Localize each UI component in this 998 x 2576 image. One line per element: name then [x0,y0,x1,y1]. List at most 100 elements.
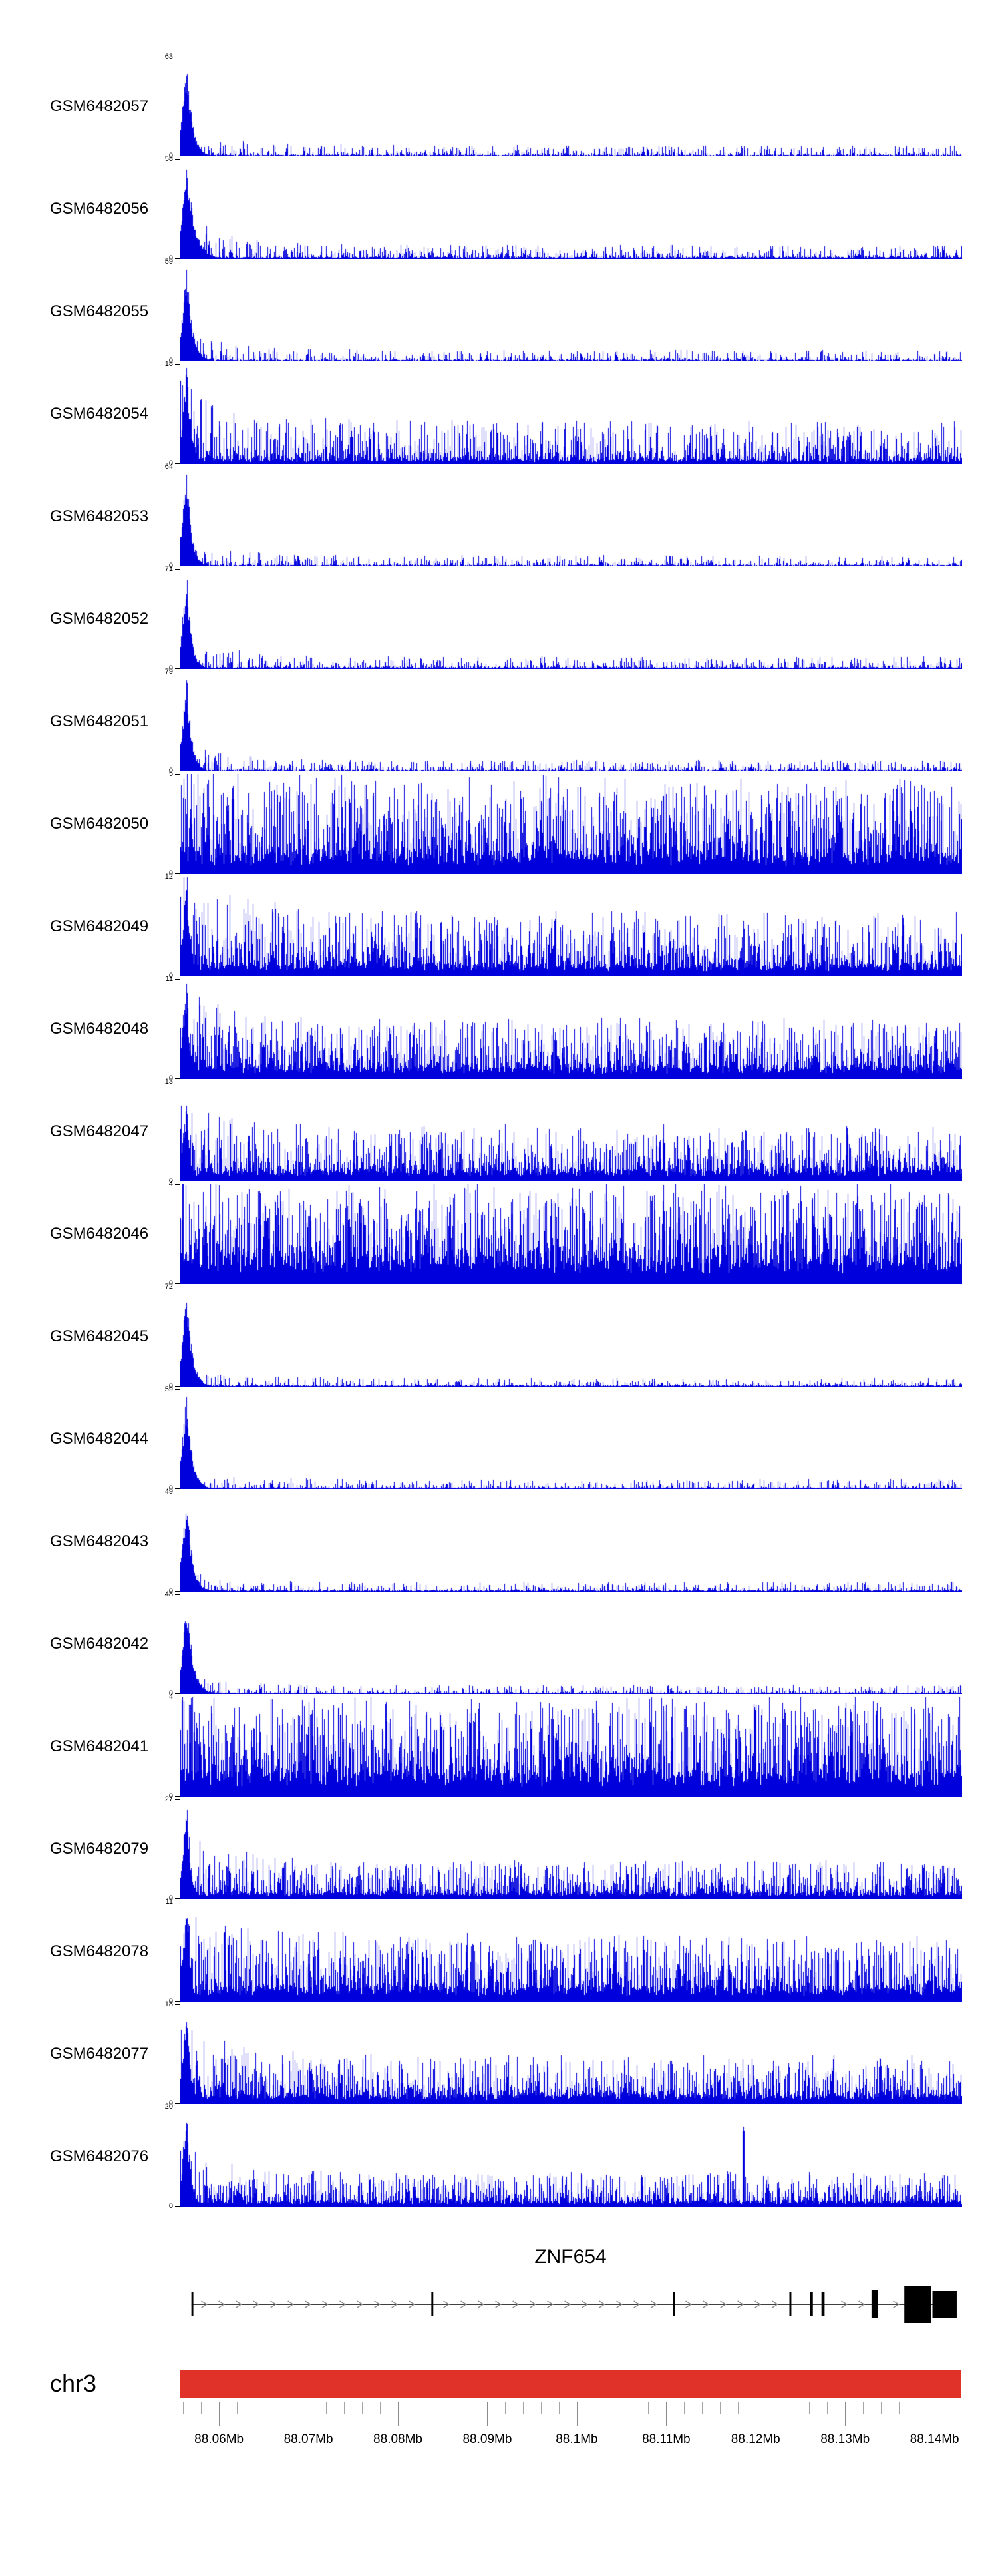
track-label: GSM6482047 [50,1122,149,1140]
y-axis-max-label: 27 [164,1795,173,1803]
y-axis-max-label: 64 [164,463,173,471]
coverage-histogram [180,2004,962,2104]
coverage-histogram [180,1082,962,1181]
y-axis-zero-label: 0 [168,1792,173,1800]
strand-arrow-icon [599,2300,605,2308]
strand-arrow-icon [703,2300,709,2308]
y-axis-max-label: 58 [164,155,173,163]
strand-arrow-icon [512,2300,519,2308]
y-axis-zero-label: 0 [168,459,173,467]
strand-arrow-icon [253,2300,259,2308]
data-track: GSM6482042 48 0 [0,1591,998,1697]
y-axis-max-label: 5 [168,770,173,778]
coverage-histogram [180,1492,962,1592]
track-plot: 18 0 [165,361,962,467]
y-axis-top-tick [175,1184,180,1185]
coverage-histogram [180,1799,962,1899]
ideogram-bar [180,2370,961,2398]
axis-tick-label: 88.07Mb [283,2432,333,2446]
genome-axis: 88.06Mb 88.07Mb 88.08Mb 88.09Mb 88.1Mb 88.11M… [180,2398,961,2484]
y-axis-max-label: 18 [164,2000,173,2008]
axis-minor-tick [737,2402,739,2414]
strand-arrow-icon [305,2300,311,2308]
data-track: GSM6482055 59 0 [0,258,998,365]
track-label: GSM6482042 [50,1635,149,1653]
strand-arrow-icon [616,2300,623,2308]
strand-arrow-icon [530,2300,536,2308]
track-label: GSM6482046 [50,1225,149,1243]
axis-major-tick [487,2402,488,2426]
coverage-histogram [180,1594,962,1694]
data-track: GSM6482044 59 0 [0,1386,998,1492]
axis-tick-label: 88.11Mb [642,2432,691,2446]
axis-major-tick [666,2402,667,2426]
y-axis-max-label: 63 [164,53,173,61]
y-axis-max-label: 13 [164,1078,173,1086]
exon-box [871,2290,878,2318]
axis-minor-tick [881,2402,882,2414]
axis-minor-tick [362,2402,363,2414]
axis-minor-tick [344,2402,345,2414]
track-label: GSM6482077 [50,2045,149,2063]
y-axis-zero-label: 0 [168,1382,173,1390]
y-axis-zero-label: 0 [168,1894,173,1902]
chromosome-label: chr3 [50,2370,97,2397]
strand-arrow-icon [495,2300,502,2308]
axis-tick-label: 88.14Mb [910,2432,959,2446]
y-axis-max-label: 4 [168,1693,173,1701]
coverage-histogram [180,569,962,669]
data-track: GSM6482046 4 0 [0,1181,998,1287]
y-axis-zero-tick [175,1386,180,1387]
y-axis-top-tick [175,364,180,365]
y-axis-zero-label: 0 [168,767,173,775]
strand-arrow-icon [841,2300,848,2308]
data-track: GSM6482054 18 0 [0,361,998,467]
data-track: GSM6482057 63 0 [0,53,998,160]
track-label: GSM6482044 [50,1430,149,1448]
data-track: GSM6482077 18 0 [0,2001,998,2107]
coverage-histogram [180,979,962,1079]
axis-minor-tick [827,2402,828,2414]
data-track: GSM6482049 12 0 [0,873,998,980]
data-track: GSM6482051 79 0 [0,668,998,775]
y-axis-zero-label: 0 [168,357,173,365]
coverage-histogram [180,1902,962,2002]
y-axis-top-tick [175,2004,180,2005]
y-axis-max-label: 20 [164,2103,173,2111]
axis-minor-tick [720,2402,721,2414]
strand-arrow-icon [374,2300,381,2308]
strand-arrow-icon [772,2300,778,2308]
coverage-histogram [180,1184,962,1284]
exon-box [821,2292,825,2316]
axis-tick-label: 88.06Mb [194,2432,244,2446]
coverage-histogram [180,1697,962,1797]
y-axis-zero-label: 0 [168,1997,173,2005]
y-axis-zero-label: 0 [168,1484,173,1492]
axis-major-tick [398,2402,399,2426]
strand-arrow-icon [564,2300,571,2308]
axis-minor-tick [863,2402,864,2414]
y-axis-top-tick [175,159,180,160]
track-plot: 59 0 [165,258,962,365]
strand-arrow-icon [685,2300,692,2308]
y-axis-zero-tick [175,1283,180,1284]
y-axis-zero-tick [175,2103,180,2104]
y-axis-zero-tick [175,1796,180,1797]
y-axis-zero-label: 0 [168,254,173,262]
y-axis-max-label: 18 [164,360,173,368]
track-label: GSM6482049 [50,917,149,935]
strand-arrow-icon [218,2300,225,2308]
track-plot: 18 0 [165,2001,962,2107]
y-axis-zero-label: 0 [168,562,173,570]
y-axis-zero-label: 0 [168,1689,173,1697]
strand-arrow-icon [478,2300,484,2308]
y-axis-max-label: 72 [164,1283,173,1291]
y-axis-zero-tick [175,2001,180,2002]
y-axis-max-label: 59 [164,258,173,266]
track-plot: 4 0 [169,1181,962,1287]
axis-minor-tick [201,2402,202,2414]
track-label: GSM6482054 [50,405,149,423]
y-axis-zero-tick [175,668,180,669]
exon-box [932,2291,957,2318]
